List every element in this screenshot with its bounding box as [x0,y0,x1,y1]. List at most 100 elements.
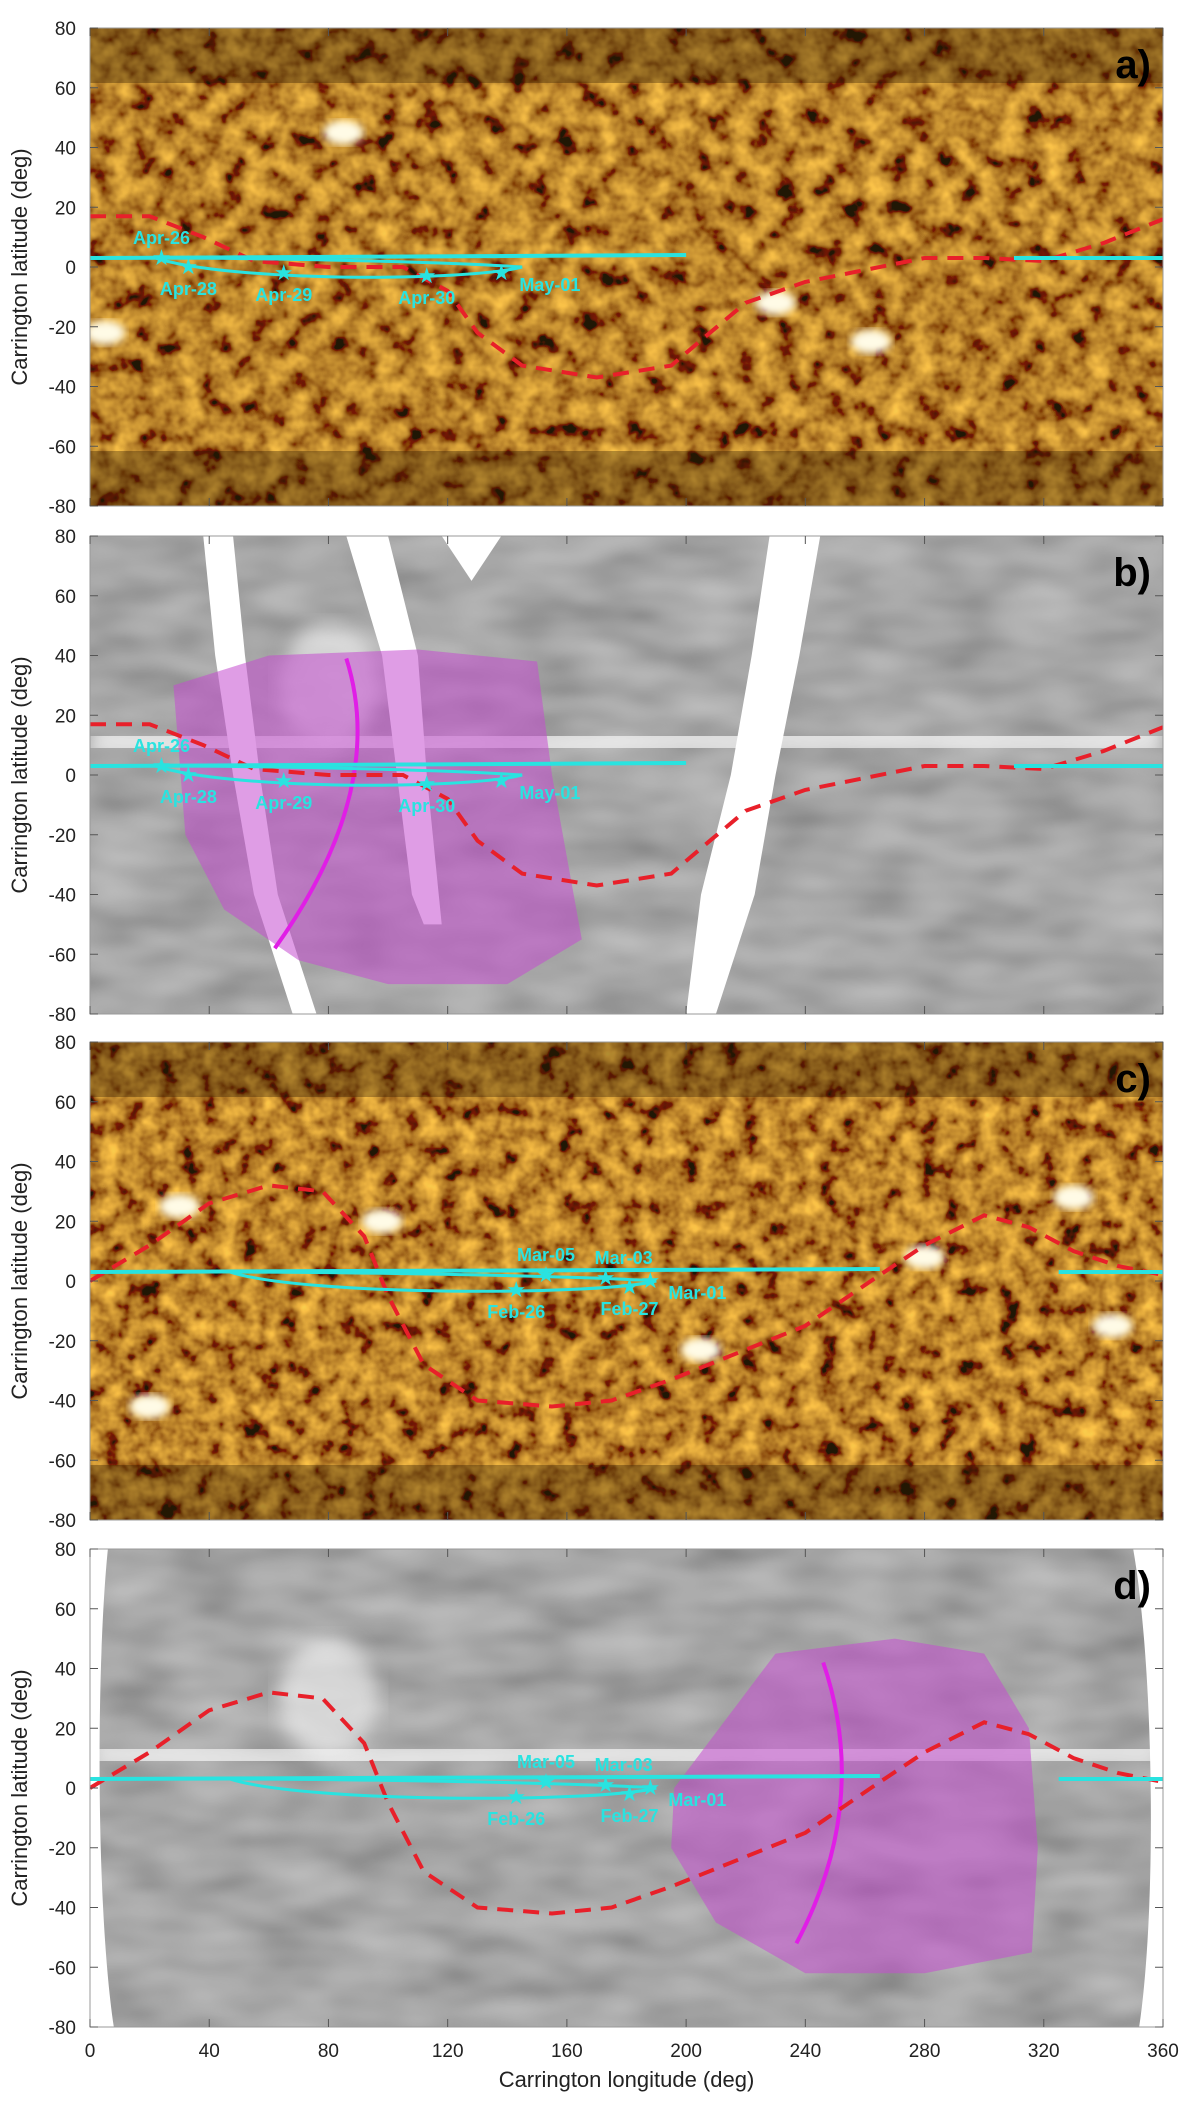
x-tick-label: 40 [199,2041,220,2062]
trajectory-loop [155,764,523,777]
x-axis: 0 40 80 120 160 200 240 280 320 360 Carrington lon… [85,2041,1179,2092]
date-label: Apr-28 [160,279,217,299]
trajectory-loop [229,1270,657,1293]
y-tick-label: -40 [49,1899,76,1920]
y-tick-label: -60 [49,1958,76,1979]
x-axis-label: Carrington longitude (deg) [499,2067,755,2092]
date-label: Apr-30 [398,796,455,816]
y-tick-label: -80 [49,1511,76,1532]
panel-label: a) [1115,43,1151,87]
footprint-shade [671,1638,1038,1974]
y-axis-label: Carrington latitude (deg) [7,1669,32,1906]
date-label: Feb-27 [600,1299,658,1319]
active-region [90,320,125,345]
active-region [362,1209,403,1234]
date-marker-star: ★ [506,1278,526,1303]
y-tick-label: -80 [49,2018,76,2039]
y-tick-label: 60 [55,1093,76,1114]
active-region [755,290,796,315]
y-tick-label: -20 [49,826,76,847]
y-tick-label: 40 [55,1153,76,1174]
y-tick-label: -40 [49,886,76,907]
date-label: Mar-03 [595,1755,653,1775]
current-sheet-line [90,1690,1163,1916]
date-marker-star: ★ [274,261,294,286]
polar-band [90,28,1163,83]
y-tick-label: 20 [55,198,76,219]
date-label: Mar-05 [517,1752,575,1772]
active-region [1053,1185,1094,1210]
date-label: Apr-26 [133,736,190,756]
trajectory-line [90,1267,880,1275]
current-sheet-line [90,1183,1163,1409]
current-sheet-line [90,214,1163,380]
panel-label: c) [1115,1057,1151,1101]
active-region [159,1194,200,1219]
date-label: Apr-28 [160,787,217,807]
y-tick-label: 40 [55,139,76,160]
y-tick-label: 40 [55,1660,76,1681]
footprint-arc [273,657,360,950]
panel-a: ★Apr-26★Apr-28★Apr-29★Apr-30★ May-01a)806… [7,19,1164,518]
date-label: May-01 [519,275,580,295]
date-label: Apr-29 [255,793,312,813]
date-label: Mar-03 [595,1248,653,1268]
date-marker-star: ★ [178,255,198,280]
active-region [850,329,891,354]
polar-band [90,1465,1163,1520]
y-axis-label: Carrington latitude (deg) [7,656,32,893]
x-tick-label: 120 [432,2041,464,2062]
x-tick-label: 280 [909,2041,941,2062]
x-tick-label: 240 [789,2041,821,2062]
y-tick-label: 80 [55,527,76,548]
y-tick-label: -60 [49,945,76,966]
y-tick-label: -60 [49,1451,76,1472]
footprint-arc [794,1661,844,1945]
date-label: Apr-30 [398,288,455,308]
polar-band [90,451,1163,506]
y-tick-label: 20 [55,706,76,727]
trajectory-loop [229,1777,657,1800]
map-image: ★Mar-05★Mar-03★Feb-26★Feb-27★ Mar-01 [90,1042,1163,1520]
map-image: ★Mar-05★Mar-03★Feb-26★Feb-27★ Mar-01 [90,1549,1163,2027]
data-gap [441,536,502,581]
current-sheet-line [90,722,1163,888]
bright-feature [278,1638,379,1759]
x-tick-label: 0 [85,2041,96,2062]
trajectory-loop [155,764,523,787]
y-tick-label: 40 [55,647,76,668]
date-marker-star: ★ [152,754,172,779]
y-axis-label: Carrington latitude (deg) [7,148,32,385]
y-tick-label: 20 [55,1719,76,1740]
y-tick-label: 0 [65,766,76,787]
x-tick-label: 80 [318,2041,339,2062]
date-marker-star: ★ [596,1773,616,1798]
y-tick-label: 0 [65,1272,76,1293]
panel-c: ★Mar-05★Mar-03★Feb-26★Feb-27★ Mar-01c)806… [7,1033,1164,1532]
date-label: Apr-26 [133,228,190,248]
date-marker-star: ★ [491,769,511,794]
y-tick-label: 60 [55,1600,76,1621]
y-tick-label: 60 [55,587,76,608]
data-gap [686,536,821,1014]
trajectory-loop [230,1270,657,1283]
active-region [681,1337,722,1362]
y-tick-label: 80 [55,1540,76,1561]
panel-b: ★Apr-26★Apr-28★Apr-29★Apr-30★ May-01b)806… [7,527,1164,1026]
trajectory-loop [230,1777,657,1790]
y-axis-label: Carrington latitude (deg) [7,1162,32,1399]
date-label: May-01 [519,783,580,803]
y-tick-label: -20 [49,318,76,339]
y-tick-label: 0 [65,258,76,279]
date-label: Mar-05 [517,1245,575,1265]
active-region [904,1245,945,1270]
date-marker-star: ★ [596,1266,616,1291]
date-marker-star: ★ [536,1263,556,1288]
date-label: Mar-01 [668,1790,726,1810]
x-tick-label: 160 [551,2041,583,2062]
date-marker-star: ★ [640,1269,660,1294]
y-tick-label: 0 [65,1779,76,1800]
date-marker-star: ★ [620,1782,640,1807]
active-region [323,120,364,145]
